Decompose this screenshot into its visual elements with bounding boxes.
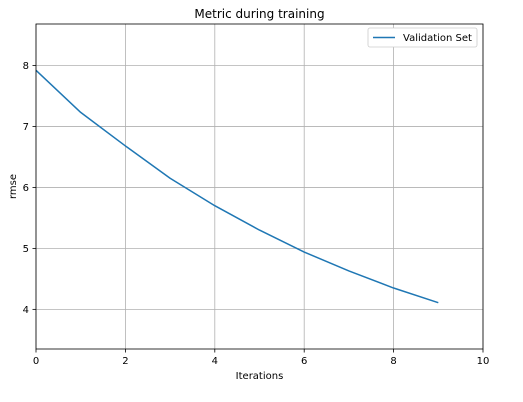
x-axis-label: Iterations [236,371,284,382]
legend-box [367,27,478,48]
x-tick-label: 0 [33,356,39,367]
x-tick-label: 6 [301,356,307,367]
y-tick-label: 8 [23,61,29,72]
x-ticks: 0 2 4 6 8 10 [33,349,490,367]
legend-label: Validation Set [403,33,472,44]
legend: Validation Set [367,27,478,48]
y-tick-label: 6 [23,183,29,194]
x-tick-label: 8 [390,356,396,367]
x-tick-label: 4 [212,356,218,367]
y-tick-label: 7 [23,122,29,133]
plot-frame [35,23,484,350]
chart-title: Metric during training [194,7,324,21]
plot-series [35,69,439,304]
y-tick-label: 4 [23,305,29,316]
y-axis-label: rmse [8,174,19,199]
y-tick-label: 5 [23,244,29,255]
x-tick-label: 2 [122,356,128,367]
x-tick-label: 10 [477,356,490,367]
y-ticks: 4 5 6 7 8 [23,61,36,316]
series-line [35,69,439,304]
